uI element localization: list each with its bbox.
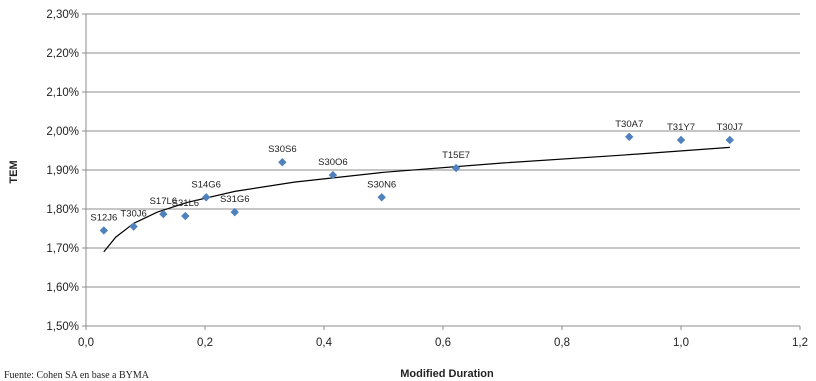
data-point-s14g6 [201,193,211,202]
data-point-t15e7 [451,163,461,173]
y-tick-label: 2,20% [46,48,79,60]
data-point-t30j6 [129,222,138,231]
x-tick-label: 1,0 [673,337,689,349]
y-tick-label: 1,70% [46,243,79,255]
data-point-s17l6 [159,209,168,219]
y-tick-label: 1,90% [46,165,79,177]
y-tick-label: 2,10% [46,87,79,99]
trendline [103,146,730,253]
trendline-curve [103,146,730,253]
data-point-s30s6 [278,158,287,167]
data-point-s12j6 [99,226,109,235]
x-tick-label: 1,2 [792,337,808,349]
data-point-t31y7 [676,135,686,145]
point-label-s17l6: S17L6 [150,196,177,207]
y-tick-labels: 1,50% 1,60% 1,70% 1,80% 1,90% 2,00% 2,10% 2,20%… [46,9,79,333]
data-points [99,132,734,235]
data-point-s31g6 [230,207,239,217]
x-axis-title: Modified Duration [400,368,494,380]
x-tick-label: 0,0 [78,337,94,349]
data-point-t30a7 [625,132,634,142]
point-label-s31l6: S31L6 [172,198,199,209]
x-tick-labels: 0,0 0,2 0,4 0,6 0,8 1,0 1,2 [78,337,808,349]
y-tick-label: 2,30% [46,9,79,21]
point-label-s31g6: S31G6 [220,194,250,205]
point-label-t30a7: T30A7 [615,119,643,130]
y-tick-label: 1,60% [46,282,79,294]
source-note: Fuente: Cohen SA en base a BYMA [4,370,149,381]
point-label-t30j6: T30J6 [120,209,146,220]
y-tick-label: 1,50% [46,321,79,333]
data-point-s30o6 [328,170,338,180]
gridlines [86,13,800,288]
axes [82,13,801,330]
point-label-t15e7: T15E7 [442,150,470,161]
point-label-s14g6: S14G6 [191,179,221,190]
point-label-s12j6: S12J6 [90,212,117,223]
data-point-t30j7 [725,135,734,145]
x-tick-label: 0,2 [197,337,213,349]
data-point-s30n6 [377,193,386,202]
point-label-t30j7: T30J7 [717,122,743,133]
point-label-s30o6: S30O6 [318,157,348,168]
data-point-s31l6 [181,211,190,221]
x-tick-label: 0,4 [316,337,333,349]
point-label-s30s6: S30S6 [268,144,297,155]
point-label-t31y7: T31Y7 [667,122,695,133]
x-tick-label: 0,8 [554,337,570,349]
y-axis-title: TEM [8,160,20,183]
x-tick-label: 0,6 [435,337,451,349]
y-tick-label: 2,00% [46,126,79,138]
point-label-s30n6: S30N6 [367,179,396,190]
y-tick-label: 1,80% [46,204,79,216]
